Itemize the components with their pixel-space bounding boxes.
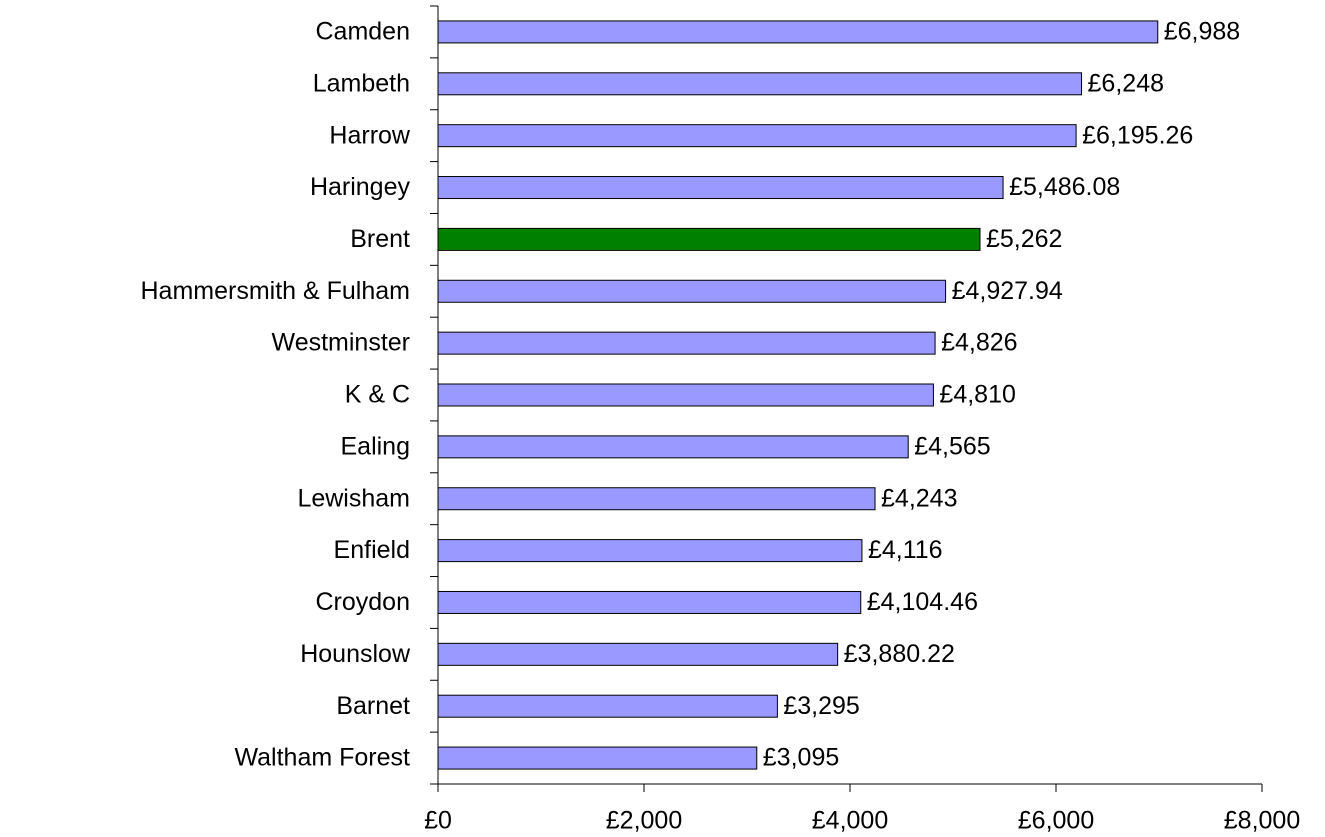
y-tick-label: Brent xyxy=(350,225,410,253)
x-tick-label: £2,000 xyxy=(606,807,682,835)
value-label: £4,565 xyxy=(914,432,990,460)
x-tick-label: £6,000 xyxy=(1018,807,1094,835)
bar xyxy=(437,539,863,563)
x-tick-label: £0 xyxy=(424,807,452,835)
y-tick-label: Hammersmith & Fulham xyxy=(141,277,411,305)
x-tick-label: £4,000 xyxy=(812,807,888,835)
x-tick-label: £8,000 xyxy=(1224,807,1300,835)
y-tick-label: Lambeth xyxy=(313,69,410,97)
value-label: £4,116 xyxy=(868,536,943,564)
bar xyxy=(437,383,934,407)
value-label: £4,826 xyxy=(941,329,1017,357)
value-label: £4,243 xyxy=(881,484,957,512)
value-label: £3,295 xyxy=(783,692,859,720)
y-tick-label: Hounslow xyxy=(300,640,411,668)
y-tick-label: Camden xyxy=(316,18,411,46)
bar xyxy=(437,487,876,511)
value-label: £3,880.22 xyxy=(844,640,955,668)
bar xyxy=(437,124,1077,148)
y-tick-label: Harrow xyxy=(329,121,411,149)
bar xyxy=(437,279,947,303)
bar xyxy=(437,72,1083,96)
y-tick-label: Enfield xyxy=(334,536,410,564)
bar xyxy=(437,746,758,770)
value-label: £3,095 xyxy=(763,744,839,772)
y-tick-label: Haringey xyxy=(310,173,411,201)
y-tick-label: Waltham Forest xyxy=(234,744,410,772)
bar xyxy=(437,642,839,666)
bar xyxy=(437,435,909,459)
value-label: £6,195.26 xyxy=(1082,121,1193,149)
y-tick-label: Ealing xyxy=(341,432,411,460)
bar xyxy=(437,331,936,355)
bar xyxy=(437,176,1004,200)
y-tick-label: K & C xyxy=(345,381,410,409)
y-tick-label: Barnet xyxy=(336,692,410,720)
y-tick-label: Croydon xyxy=(316,588,411,616)
y-tick-label: Westminster xyxy=(272,329,410,357)
value-label: £5,486.08 xyxy=(1009,173,1120,201)
value-label: £4,104.46 xyxy=(867,588,978,616)
bar xyxy=(437,227,981,251)
y-tick-label: Lewisham xyxy=(297,484,410,512)
value-label: £5,262 xyxy=(986,225,1062,253)
value-label: £4,810 xyxy=(939,381,1015,409)
value-label: £6,248 xyxy=(1088,69,1164,97)
bar xyxy=(437,694,778,718)
value-label: £4,927.94 xyxy=(952,277,1063,305)
bar xyxy=(437,590,862,614)
bar xyxy=(437,20,1159,44)
value-label: £6,988 xyxy=(1164,18,1240,46)
